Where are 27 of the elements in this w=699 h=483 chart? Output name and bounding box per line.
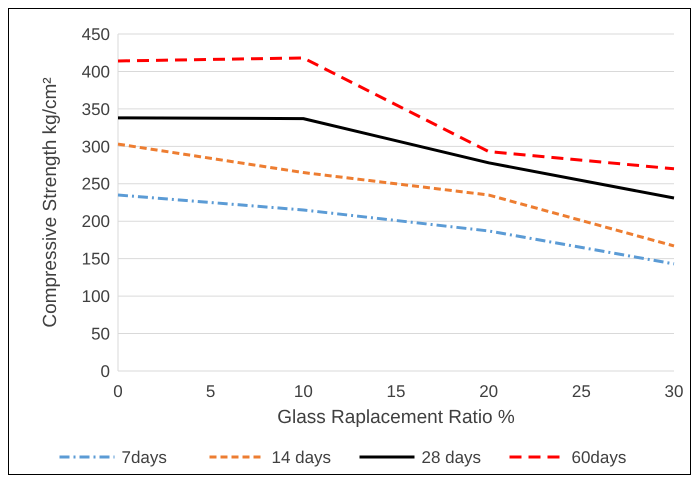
x-tick-label: 15 — [386, 382, 406, 401]
x-tick-label: 20 — [479, 382, 498, 401]
line-series — [116, 116, 676, 200]
y-tick-label: 250 — [82, 174, 110, 194]
line-series — [116, 56, 676, 170]
line-series — [116, 194, 676, 266]
y-tick-label: 100 — [82, 287, 110, 306]
x-axis-title: Glass Raplacement Ratio % — [277, 407, 515, 428]
y-tick-label: 350 — [82, 100, 110, 119]
y-tick-label: 200 — [82, 212, 110, 232]
y-tick-label: 300 — [82, 137, 110, 156]
x-tick-label: 0 — [113, 382, 123, 401]
y-tick-label: 400 — [82, 62, 110, 82]
x-tick-label: 10 — [294, 382, 313, 401]
line-series — [116, 142, 676, 248]
y-tick-label: 0 — [100, 362, 110, 381]
y-tick-label: 50 — [91, 324, 110, 344]
legend-label: 60days — [572, 448, 626, 467]
legend-label: 14 days — [272, 448, 332, 467]
x-tick-label: 5 — [206, 382, 216, 401]
y-axis-title: Compressive Strength kg/cm² — [40, 77, 61, 328]
legend-label: 7days — [122, 448, 167, 467]
y-tick-label: 150 — [82, 250, 110, 269]
y-tick-label: 450 — [82, 24, 110, 44]
x-tick-label: 25 — [572, 382, 591, 401]
legend-label: 28 days — [422, 448, 482, 467]
x-tick-label: 30 — [664, 382, 684, 401]
